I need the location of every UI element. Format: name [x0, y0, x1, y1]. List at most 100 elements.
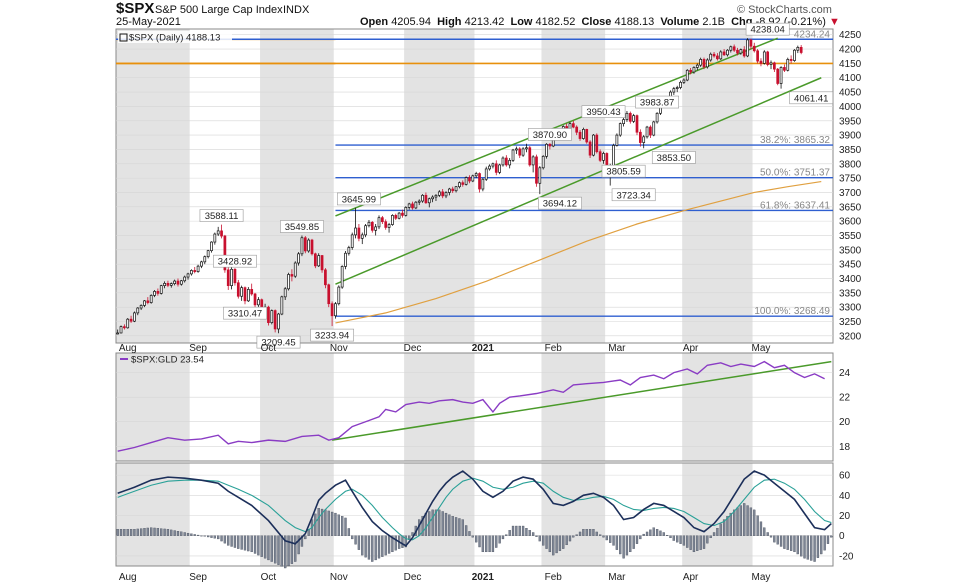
swing-label: 4061.41 — [794, 93, 828, 104]
swing-label-box — [199, 209, 244, 222]
pane-m-border — [115, 462, 834, 567]
macd-histogram-bar — [166, 529, 170, 536]
x-month-label-bottom: Oct — [261, 572, 277, 583]
price-tick-label: 4250 — [839, 30, 862, 41]
macd-histogram-bar — [468, 531, 471, 536]
candle-body — [702, 59, 706, 68]
price-tick-label: 3550 — [839, 231, 862, 242]
swing-label: 4238.04 — [750, 25, 784, 36]
candle-body — [786, 59, 790, 71]
macd-histogram-bar — [655, 529, 659, 536]
macd-histogram-bar — [324, 509, 327, 536]
candle-body — [357, 227, 361, 239]
price-legend: $SPX (Daily) 4188.13 — [129, 33, 220, 44]
candle-body — [461, 182, 465, 185]
candle-body — [468, 177, 471, 182]
candle-body — [769, 62, 773, 65]
macd-histogram-bar — [210, 535, 213, 538]
macd-histogram-bar — [783, 535, 786, 549]
macd-histogram-bar — [119, 529, 123, 536]
swing-label-box — [527, 128, 572, 141]
macd-histogram-bar — [736, 507, 739, 536]
candle-body — [642, 136, 646, 143]
swing-label-box — [280, 220, 324, 233]
candle-body — [481, 178, 485, 190]
candle-body — [508, 159, 512, 166]
macd-histogram-bar — [481, 535, 485, 553]
swing-label-box — [213, 254, 257, 268]
candle-body — [682, 79, 686, 83]
x-month-label: Feb — [545, 343, 563, 354]
swing-label: 3209.45 — [261, 338, 295, 349]
macd-histogram-bar — [632, 535, 635, 549]
x-month-label-bottom: Nov — [330, 572, 348, 583]
candle-body — [578, 131, 582, 139]
macd-histogram-bar — [227, 535, 230, 546]
candle-body — [521, 148, 525, 156]
high-label: High — [437, 16, 462, 28]
macd-histogram-bar — [344, 517, 347, 536]
candle-body — [203, 256, 207, 263]
candle-body — [119, 326, 123, 334]
macd-histogram-bar — [803, 535, 806, 559]
x-month-label-bottom: May — [752, 572, 771, 583]
candle-body — [692, 67, 696, 73]
candle-body — [716, 55, 719, 60]
macd-histogram-bar — [330, 511, 334, 536]
candle-body — [300, 237, 304, 255]
macd-histogram-bar — [706, 535, 709, 544]
close-label: Close — [581, 16, 612, 28]
exchange: INDX — [283, 4, 310, 16]
candle-body — [233, 268, 237, 284]
macd-histogram-bar — [746, 505, 749, 536]
macd-histogram-bar — [176, 531, 180, 536]
swing-label: 3853.50 — [657, 153, 691, 164]
macd-histogram-bar — [451, 516, 454, 536]
macd-histogram-bar — [665, 535, 669, 536]
macd-histogram-bar — [625, 535, 629, 556]
candle-body — [404, 207, 408, 216]
macd-histogram-bar — [545, 535, 548, 549]
macd-histogram-bar — [491, 535, 495, 553]
macd-histogram-bar — [213, 535, 216, 539]
macd-histogram-bar — [287, 535, 290, 567]
macd-histogram-bar — [669, 535, 672, 539]
macd-histogram-bar — [411, 532, 414, 536]
swing-label: 3950.43 — [586, 107, 620, 118]
candle-body — [736, 49, 739, 54]
macd-histogram-bar — [448, 514, 451, 536]
macd-histogram-bar — [639, 535, 642, 540]
macd-histogram-bar — [361, 535, 364, 556]
candle-body — [280, 296, 284, 315]
macd-histogram-bar — [139, 528, 143, 536]
macd-histogram-bar — [270, 535, 273, 562]
macd-tick-label: 60 — [839, 471, 851, 482]
macd-histogram-bar — [602, 535, 605, 538]
macd-histogram-bar — [786, 535, 789, 550]
x-month-label: Aug — [119, 343, 137, 354]
macd-histogram-bar — [196, 534, 200, 536]
candle-body — [719, 51, 723, 60]
macd-histogram-bar — [575, 534, 578, 536]
candle-body — [595, 134, 599, 153]
macd-histogram-bar — [475, 535, 478, 543]
x-month-label: 2021 — [472, 343, 495, 354]
candle-body — [340, 266, 344, 288]
macd-histogram-bar — [689, 535, 692, 550]
macd-histogram-bar — [722, 519, 726, 536]
candle-body — [344, 252, 347, 267]
macd-histogram-bar — [756, 515, 759, 536]
price-tick-label: 3900 — [839, 131, 862, 142]
volume-value: 2.1B — [702, 16, 725, 28]
candle-body — [652, 121, 656, 136]
candle-body — [592, 134, 595, 156]
candle-body — [441, 191, 445, 197]
candle-body — [649, 126, 652, 136]
candle-body — [257, 299, 260, 306]
candle-body — [337, 286, 341, 305]
macd-histogram-bar — [555, 535, 558, 554]
macd-histogram-bar — [193, 534, 196, 536]
month-band — [260, 353, 334, 461]
candle-body — [685, 69, 689, 81]
quote-date: 25-May-2021 — [116, 16, 181, 28]
